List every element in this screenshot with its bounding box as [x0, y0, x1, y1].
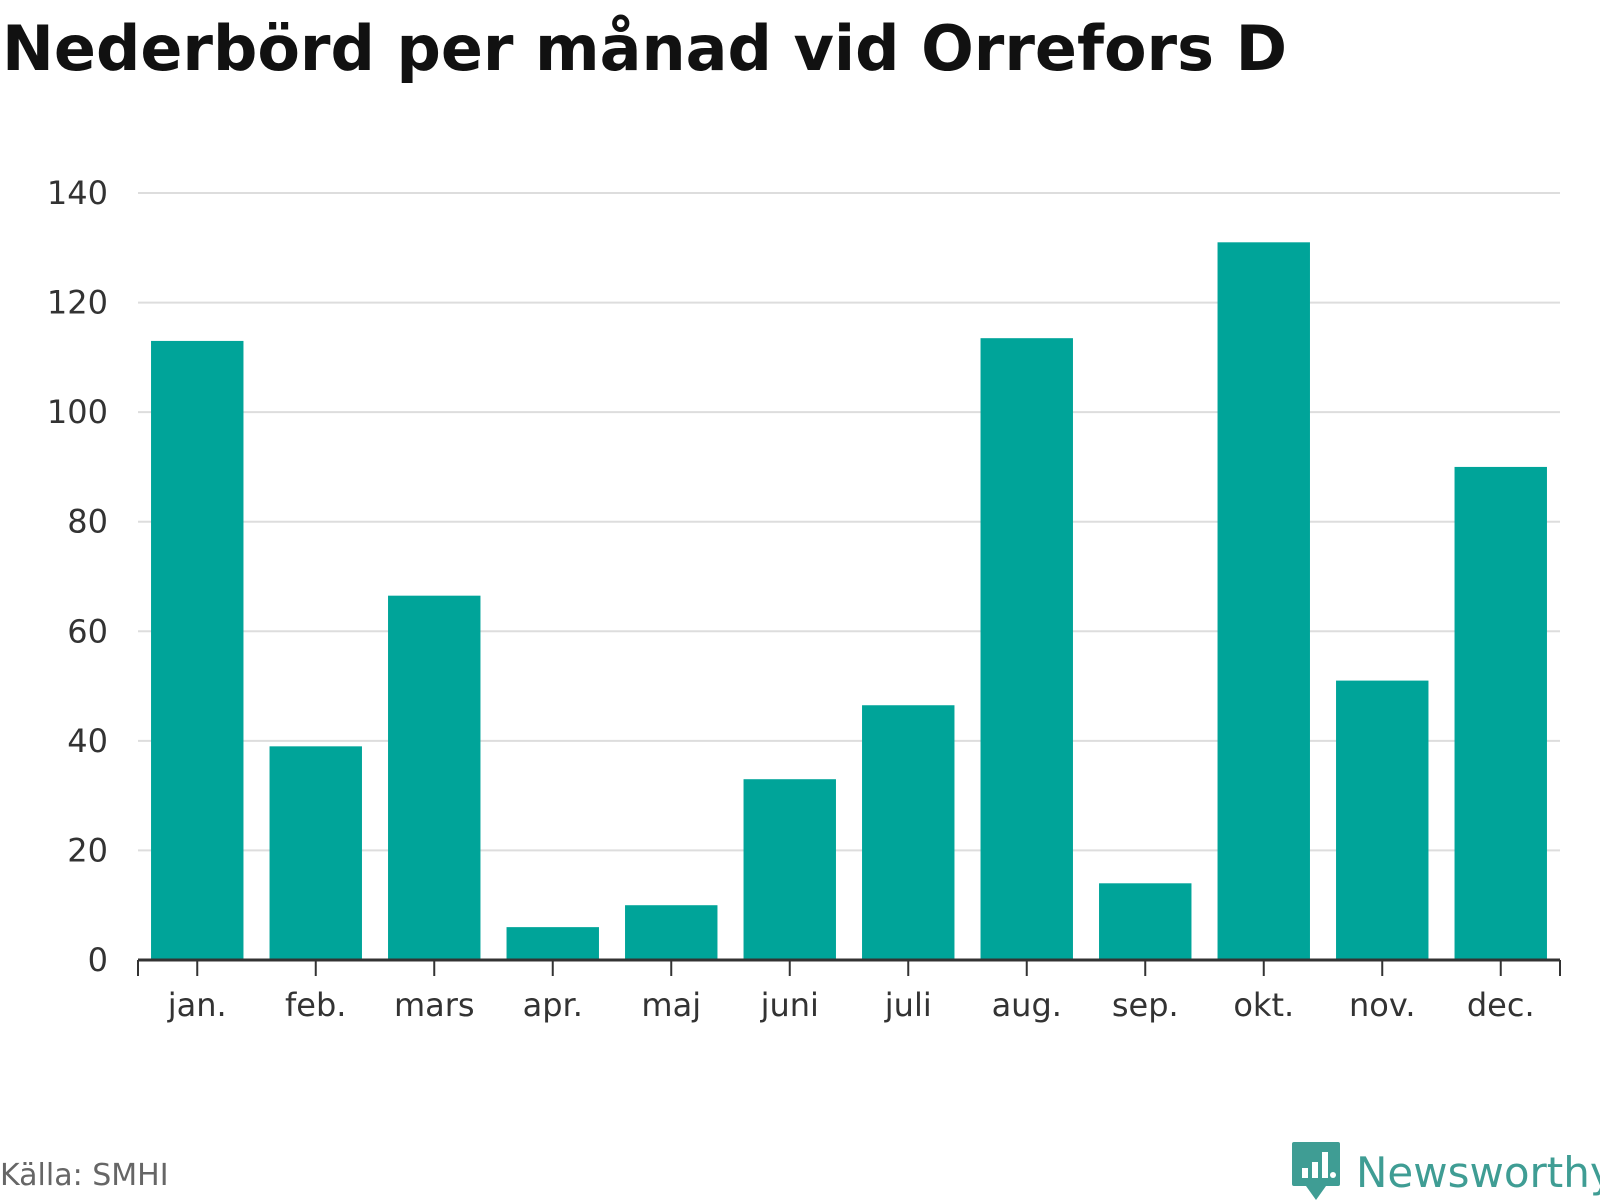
y-tick-label: 80 — [67, 503, 108, 541]
x-tick-label: maj — [641, 986, 701, 1024]
y-tick-label: 100 — [47, 393, 108, 431]
y-axis-ticks: 0 20 40 60 80 100 120 140 — [47, 174, 108, 979]
x-tick-label: juni — [760, 986, 819, 1024]
bar-8 — [980, 338, 1073, 960]
bar-2 — [269, 746, 362, 960]
bar-5 — [625, 905, 718, 960]
x-tick-label: juli — [884, 986, 932, 1024]
y-tick-label: 20 — [67, 831, 108, 869]
x-tick-label: jan. — [167, 986, 227, 1024]
x-tick-label: mars — [394, 986, 475, 1024]
x-tick-label: nov. — [1349, 986, 1415, 1024]
x-tick-label: okt. — [1233, 986, 1294, 1024]
x-tick-label: apr. — [523, 986, 583, 1024]
chart-title: Nederbörd per månad vid Orrefors D — [2, 12, 1288, 85]
bar-1 — [151, 340, 244, 961]
bars — [151, 242, 1547, 961]
y-tick-label: 0 — [88, 941, 108, 979]
bar-7 — [862, 705, 955, 960]
x-tick-label: dec. — [1467, 986, 1535, 1024]
x-tick-label: aug. — [992, 986, 1062, 1024]
y-tick-label: 60 — [67, 612, 108, 650]
brand-logo[interactable]: Newsworthy — [1290, 1140, 1600, 1204]
bar-11 — [1336, 680, 1429, 960]
newsworthy-logo-icon — [1292, 1142, 1340, 1200]
bar-6 — [743, 779, 836, 960]
y-tick-label: 40 — [67, 722, 108, 760]
bar-4 — [506, 927, 599, 960]
y-tick-label: 140 — [47, 174, 108, 212]
grid-lines — [138, 192, 1560, 852]
bar-10 — [1217, 242, 1310, 961]
brand-name: Newsworthy — [1356, 1147, 1600, 1197]
bar-12 — [1454, 466, 1547, 960]
x-axis — [137, 958, 1561, 976]
x-axis-ticks: jan. feb. mars apr. maj juni juli aug. sep. okt. n… — [167, 986, 1535, 1024]
bar-3 — [388, 595, 481, 960]
y-tick-label: 120 — [47, 284, 108, 322]
x-tick-label: sep. — [1112, 986, 1179, 1024]
bar-9 — [1099, 883, 1192, 960]
source-note: Källa: SMHI — [0, 1158, 169, 1193]
x-tick-label: feb. — [285, 986, 346, 1024]
